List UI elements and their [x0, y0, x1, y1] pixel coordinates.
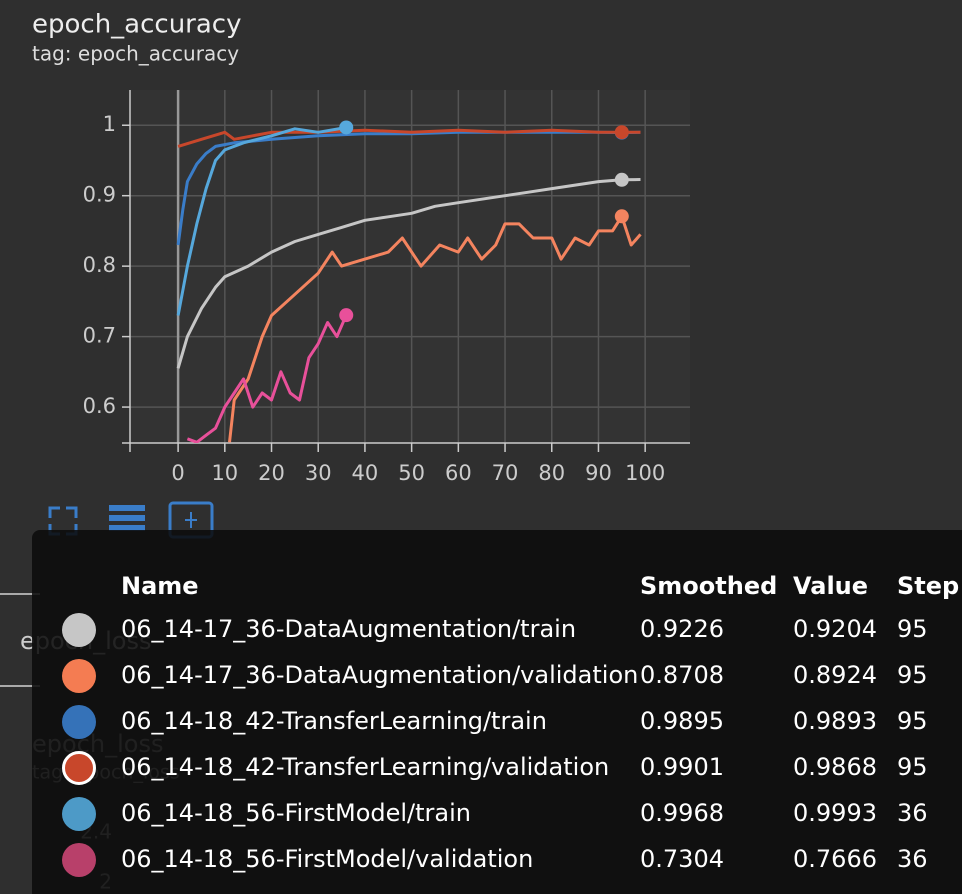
column-header: Name	[121, 572, 199, 600]
x-tick-label: 20	[258, 461, 285, 485]
column-header: Smoothed	[640, 572, 777, 600]
table-cell: 0.8924	[793, 661, 877, 689]
table-cell: 0.7304	[640, 845, 724, 873]
table-cell: 36	[897, 845, 928, 873]
column-header: Step	[897, 572, 959, 600]
x-tick-label: 30	[305, 461, 332, 485]
legend-swatch	[62, 659, 96, 693]
fullscreen-icon[interactable]	[48, 506, 78, 536]
list-icon[interactable]	[109, 505, 145, 511]
y-tick-label: 0.9	[83, 183, 116, 207]
x-tick-label: 10	[211, 461, 238, 485]
x-tick-label: 50	[398, 461, 425, 485]
table-cell: 0.7666	[793, 845, 877, 873]
series-name: 06_14-17_36-DataAugmentation/train	[121, 615, 576, 643]
table-cell: 0.8708	[640, 661, 724, 689]
series-line	[177, 128, 641, 148]
list-icon	[109, 515, 145, 521]
y-tick-label: 0.6	[83, 394, 116, 418]
legend-swatch	[62, 843, 96, 877]
list-icon	[109, 525, 145, 531]
series-name: 06_14-18_42-TransferLearning/validation	[121, 753, 609, 781]
table-cell: 95	[897, 661, 928, 689]
column-header: Value	[793, 572, 868, 600]
series-line	[176, 126, 347, 316]
fit-icon	[185, 512, 197, 528]
tooltip-panel	[32, 530, 962, 894]
table-cell: 0.9204	[793, 615, 877, 643]
series-line	[176, 178, 641, 369]
series-line	[228, 214, 642, 443]
series-name: 06_14-18_42-TransferLearning/train	[121, 707, 547, 735]
table-cell: 0.9895	[640, 707, 724, 735]
legend-swatch	[62, 613, 96, 647]
hover-dot	[614, 209, 629, 224]
x-tick-label: 40	[352, 461, 379, 485]
plot-lines	[176, 120, 642, 443]
y-tick-label: 1	[103, 112, 116, 136]
table-cell: 0.9901	[640, 753, 724, 781]
table-cell: 95	[897, 707, 928, 735]
x-tick-label: 100	[625, 461, 665, 485]
table-cell: 95	[897, 753, 928, 781]
table-cell: 0.9968	[640, 799, 724, 827]
table-cell: 0.9226	[640, 615, 724, 643]
table-cell: 95	[897, 615, 928, 643]
toolbar	[48, 501, 214, 539]
chart-subtitle: tag: epoch_accuracy	[32, 42, 239, 66]
x-tick-label: 80	[538, 461, 565, 485]
y-tick-label: 0.8	[83, 253, 116, 277]
chart-title: epoch_accuracy	[32, 10, 242, 40]
x-tick-label: 70	[492, 461, 519, 485]
series-name: 06_14-17_36-DataAugmentation/validation	[121, 661, 638, 689]
hover-dot	[614, 125, 629, 140]
hover-dot	[339, 120, 354, 135]
legend-swatch	[62, 751, 96, 785]
table-cell: 0.9868	[793, 753, 877, 781]
series-name: 06_14-18_56-FirstModel/validation	[121, 845, 533, 873]
series-line	[186, 314, 348, 443]
table-cell: 0.9993	[793, 799, 877, 827]
x-tick-label: 60	[445, 461, 472, 485]
x-tick-label: 0	[171, 461, 184, 485]
legend-swatch	[62, 705, 96, 739]
table-cell: 0.9893	[793, 707, 877, 735]
series-name: 06_14-18_56-FirstModel/train	[121, 799, 471, 827]
hover-dot	[614, 172, 629, 187]
legend-swatch	[62, 797, 96, 831]
hover-dot	[339, 308, 354, 323]
x-tick-label: 90	[585, 461, 612, 485]
y-tick-label: 0.7	[83, 324, 116, 348]
table-cell: 36	[897, 799, 928, 827]
